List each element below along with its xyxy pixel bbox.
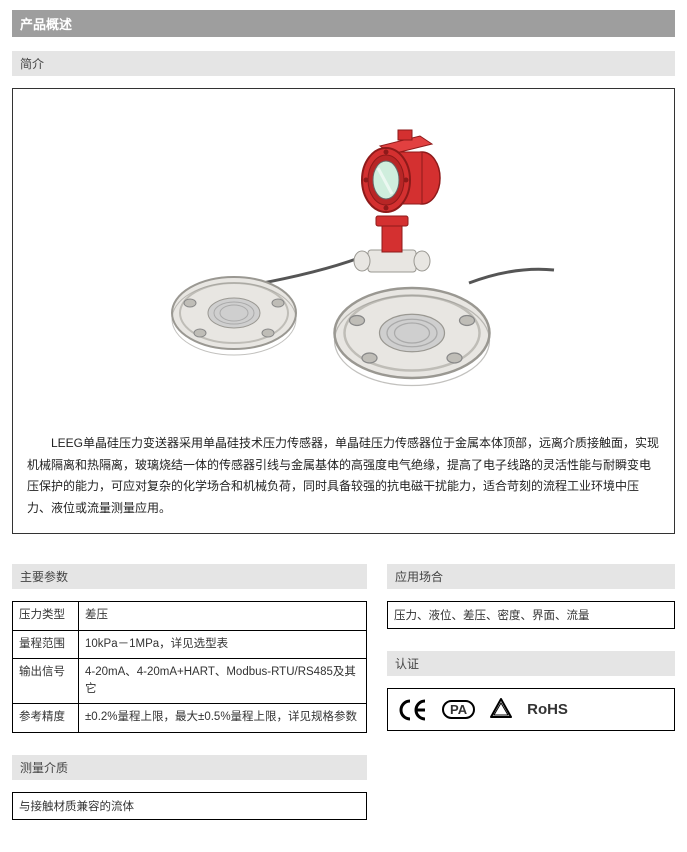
table-row: 压力类型 差压 — [13, 602, 367, 630]
params-header-title: 主要参数 — [20, 570, 68, 584]
cert-header-title: 认证 — [395, 657, 419, 671]
table-row: 参考精度 ±0.2%量程上限，最大±0.5%量程上限，详见规格参数 — [13, 704, 367, 732]
table-row: 与接触材质兼容的流体 — [13, 792, 367, 819]
param-label: 量程范围 — [13, 630, 79, 658]
transmitter-svg — [124, 108, 564, 428]
cert-header: 认证 — [387, 651, 675, 676]
pa-mark-icon: PA — [442, 700, 475, 719]
param-label: 参考精度 — [13, 704, 79, 732]
application-header: 应用场合 — [387, 564, 675, 589]
left-column: 主要参数 压力类型 差压 量程范围 10kPa－1MPa，详见选型表 输出信号 … — [12, 564, 367, 841]
right-column: 应用场合 压力、液位、差压、密度、界面、流量 认证 PA — [387, 564, 675, 841]
medium-value: 与接触材质兼容的流体 — [13, 792, 367, 819]
triangle-mark-icon — [489, 697, 513, 722]
medium-table: 与接触材质兼容的流体 — [12, 792, 367, 820]
params-header: 主要参数 — [12, 564, 367, 589]
param-value: ±0.2%量程上限，最大±0.5%量程上限，详见规格参数 — [79, 704, 367, 732]
table-row: 压力、液位、差压、密度、界面、流量 — [388, 602, 675, 629]
table-row: 输出信号 4-20mA、4-20mA+HART、Modbus-RTU/RS485… — [13, 658, 367, 704]
intro-box: LEEG单晶硅压力变送器采用单晶硅技术压力传感器，单晶硅压力传感器位于金属本体顶… — [12, 88, 675, 534]
ce-mark-icon — [398, 699, 428, 721]
page-header-title: 产品概述 — [20, 17, 72, 32]
cert-box: PA RoHS — [387, 688, 675, 731]
param-value: 10kPa－1MPa，详见选型表 — [79, 630, 367, 658]
table-row: 量程范围 10kPa－1MPa，详见选型表 — [13, 630, 367, 658]
content-columns: 主要参数 压力类型 差压 量程范围 10kPa－1MPa，详见选型表 输出信号 … — [12, 564, 675, 841]
param-label: 输出信号 — [13, 658, 79, 704]
param-label: 压力类型 — [13, 602, 79, 630]
application-value: 压力、液位、差压、密度、界面、流量 — [388, 602, 675, 629]
params-table: 压力类型 差压 量程范围 10kPa－1MPa，详见选型表 输出信号 4-20m… — [12, 601, 367, 732]
param-value: 4-20mA、4-20mA+HART、Modbus-RTU/RS485及其它 — [79, 658, 367, 704]
product-illustration — [27, 103, 660, 433]
page-header: 产品概述 — [12, 10, 675, 37]
application-header-title: 应用场合 — [395, 570, 443, 584]
intro-sub-header: 简介 — [12, 51, 675, 76]
intro-sub-title: 简介 — [20, 57, 44, 71]
medium-header: 测量介质 — [12, 755, 367, 780]
intro-text: LEEG单晶硅压力变送器采用单晶硅技术压力传感器，单晶硅压力传感器位于金属本体顶… — [27, 433, 660, 519]
rohs-mark: RoHS — [527, 701, 568, 718]
application-table: 压力、液位、差压、密度、界面、流量 — [387, 601, 675, 629]
param-value: 差压 — [79, 602, 367, 630]
